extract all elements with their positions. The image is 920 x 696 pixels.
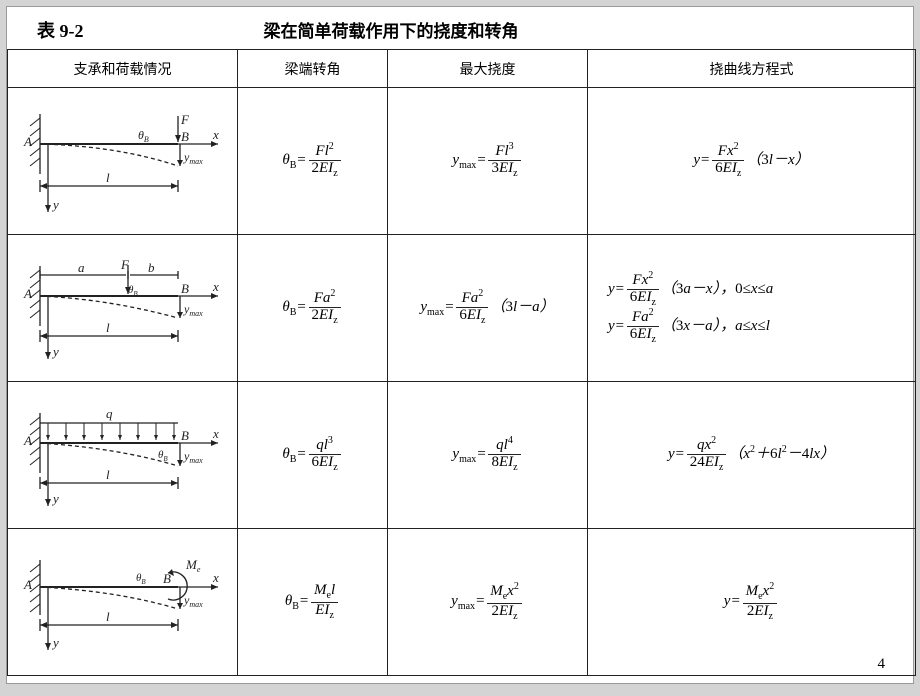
svg-text:B: B [181, 428, 189, 443]
table-row: A F a b θB B [8, 235, 916, 382]
header-curve-equation: 挠曲线方程式 [588, 50, 916, 88]
page: 表 9-2 梁在简单荷载作用下的挠度和转角 支承和荷载情况 梁端转角 最大挠度 … [6, 6, 914, 684]
svg-text:ymax: ymax [183, 449, 203, 465]
theta-cell: θB=Fl22EIz [238, 88, 388, 235]
diagram-cell: A [8, 382, 238, 529]
svg-text:ymax: ymax [183, 302, 203, 318]
svg-text:l: l [106, 609, 110, 624]
svg-text:y: y [51, 197, 59, 212]
ymax-cell: ymax=Fa26EIz（3l－a） [388, 235, 588, 382]
ymax-formula: ymax=Fl33EIz [452, 152, 522, 168]
ymax-formula: ymax=ql48EIz [452, 446, 522, 462]
table-number: 表 9-2 [37, 17, 84, 43]
svg-text:Me: Me [185, 557, 201, 574]
svg-text:θB: θB [128, 284, 138, 298]
curve-formula-2: y=Fa26EIz（3x－a），a≤x≤l [608, 318, 770, 334]
curve-cell: y=qx224EIz（x2＋6l2－4lx） [588, 382, 916, 529]
table-row: A Me B θB x ymax [8, 529, 916, 676]
cantilever-mid-load-diagram: A F a b θB B [18, 251, 228, 366]
svg-text:x: x [212, 570, 219, 585]
svg-text:A: A [23, 134, 32, 149]
page-number: 4 [878, 656, 886, 673]
table-caption: 表 9-2 梁在简单荷载作用下的挠度和转角 [7, 7, 913, 49]
svg-text:B: B [181, 281, 189, 296]
theta-formula: θB=Fl22EIz [282, 152, 342, 168]
diagram-cell: A F B x [8, 88, 238, 235]
beam-table: 支承和荷载情况 梁端转角 最大挠度 挠曲线方程式 [7, 49, 916, 676]
svg-text:x: x [212, 279, 219, 294]
svg-text:B: B [163, 571, 171, 586]
diagram-cell: A F a b θB B [8, 235, 238, 382]
diagram-cell: A Me B θB x ymax [8, 529, 238, 676]
theta-formula: θB=Fa22EIz [282, 299, 342, 315]
svg-text:y: y [51, 635, 59, 650]
header-max-deflection: 最大挠度 [388, 50, 588, 88]
svg-text:F: F [180, 112, 190, 127]
header-support-load: 支承和荷载情况 [8, 50, 238, 88]
svg-text:A: A [23, 577, 32, 592]
curve-formula: y=qx224EIz（x2＋6l2－4lx） [668, 446, 835, 462]
curve-formula: y=Fx26EIz（3l－x） [693, 152, 809, 168]
theta-cell: θB=MelEIz [238, 529, 388, 676]
svg-text:x: x [212, 426, 219, 441]
svg-text:l: l [106, 467, 110, 482]
cantilever-uniform-load-diagram: A [18, 398, 228, 513]
curve-cell: y=Mex22EIz [588, 529, 916, 676]
theta-formula: θB=ql36EIz [282, 446, 342, 462]
ymax-cell: ymax=Fl33EIz [388, 88, 588, 235]
curve-cell: y=Fx26EIz（3l－x） [588, 88, 916, 235]
svg-text:ymax: ymax [183, 593, 203, 609]
svg-text:θB: θB [138, 128, 149, 144]
svg-text:θB: θB [136, 572, 146, 586]
svg-text:b: b [148, 260, 155, 275]
svg-text:x: x [212, 127, 219, 142]
table-body: A F B x [8, 88, 916, 676]
svg-text:A: A [23, 433, 32, 448]
svg-text:B: B [181, 129, 189, 144]
table-row: A [8, 382, 916, 529]
curve-formula: y=Mex22EIz [724, 593, 779, 609]
svg-text:l: l [106, 320, 110, 335]
svg-text:q: q [106, 406, 113, 421]
table-title: 梁在简单荷载作用下的挠度和转角 [264, 17, 519, 42]
ymax-cell: ymax=ql48EIz [388, 382, 588, 529]
svg-text:θB: θB [158, 449, 168, 463]
svg-text:a: a [78, 260, 85, 275]
cantilever-end-load-diagram: A F B x [18, 104, 228, 219]
svg-text:y: y [51, 344, 59, 359]
svg-text:A: A [23, 286, 32, 301]
header-end-rotation: 梁端转角 [238, 50, 388, 88]
ymax-formula: ymax=Mex22EIz [451, 593, 524, 609]
svg-text:ymax: ymax [183, 150, 203, 166]
table-row: A F B x [8, 88, 916, 235]
svg-text:F: F [120, 257, 130, 272]
curve-cell: y=Fx26EIz（3a－x），0≤x≤a y=Fa26EIz（3x－a），a≤… [588, 235, 916, 382]
ymax-cell: ymax=Mex22EIz [388, 529, 588, 676]
header-row: 支承和荷载情况 梁端转角 最大挠度 挠曲线方程式 [8, 50, 916, 88]
curve-formula-1: y=Fx26EIz（3a－x），0≤x≤a [608, 281, 773, 297]
theta-cell: θB=Fa22EIz [238, 235, 388, 382]
cantilever-end-moment-diagram: A Me B θB x ymax [18, 545, 228, 660]
svg-text:l: l [106, 170, 110, 185]
theta-cell: θB=ql36EIz [238, 382, 388, 529]
svg-text:y: y [51, 491, 59, 506]
theta-formula: θB=MelEIz [285, 593, 340, 609]
ymax-formula: ymax=Fa26EIz（3l－a） [420, 299, 554, 315]
